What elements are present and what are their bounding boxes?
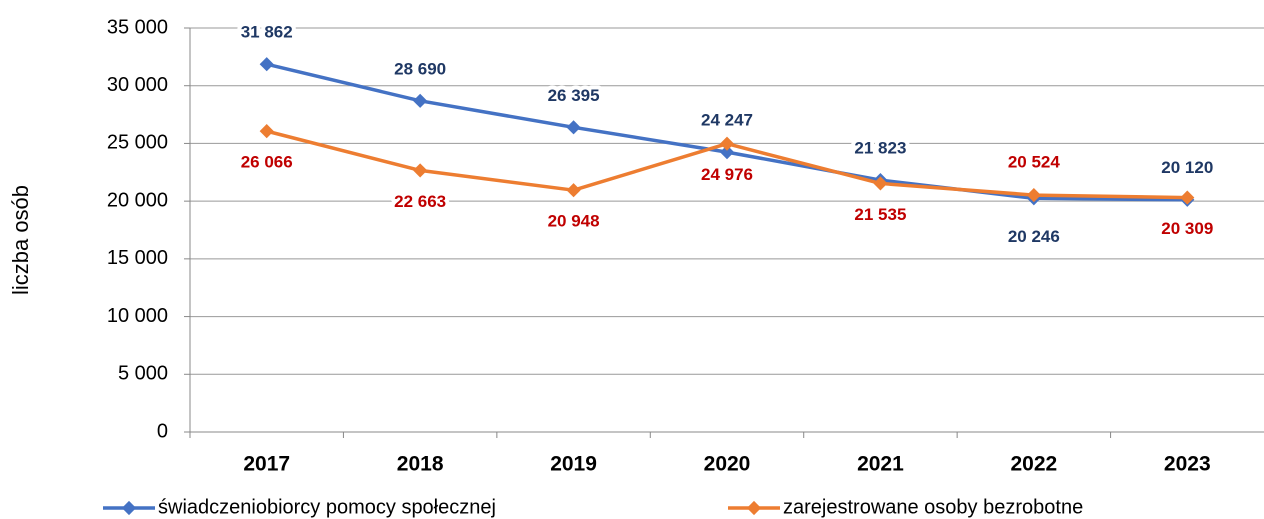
y-tick-label: 15 000	[107, 247, 168, 269]
y-tick-label: 25 000	[107, 132, 168, 154]
x-tick-label: 2023	[1164, 453, 1211, 476]
x-tick-label: 2022	[1010, 453, 1057, 476]
legend-label: świadczeniobiorcy pomocy społecznej	[158, 496, 496, 518]
data-label: 21 823	[854, 139, 906, 158]
y-tick-label: 5 000	[118, 363, 168, 385]
legend-marker	[121, 500, 137, 516]
marker	[1026, 188, 1041, 203]
x-tick-label: 2019	[550, 453, 597, 476]
x-tick-label: 2021	[857, 453, 904, 476]
data-label: 21 535	[854, 205, 906, 224]
data-label: 24 247	[701, 111, 753, 130]
data-label: 20 309	[1161, 219, 1213, 238]
marker	[413, 163, 428, 178]
x-tick-label: 2017	[243, 453, 290, 476]
data-label: 24 976	[701, 165, 753, 184]
data-label: 20 948	[548, 212, 600, 231]
data-label: 20 524	[1008, 153, 1061, 172]
marker	[566, 120, 581, 135]
y-axis-label: liczba osób	[8, 185, 33, 295]
legend-label: zarejestrowane osoby bezrobotne	[783, 496, 1083, 518]
y-tick-label: 35 000	[107, 16, 168, 38]
x-tick-label: 2018	[397, 453, 444, 476]
data-label: 20 120	[1161, 158, 1213, 177]
marker	[719, 145, 735, 160]
marker	[873, 176, 888, 191]
marker	[1180, 190, 1195, 205]
marker	[259, 57, 274, 72]
data-label: 20 246	[1008, 227, 1060, 246]
marker	[719, 136, 735, 151]
data-label: 28 690	[394, 59, 446, 78]
y-tick-label: 10 000	[107, 305, 168, 327]
marker	[413, 93, 428, 108]
marker	[259, 124, 274, 139]
y-tick-label: 0	[157, 420, 168, 442]
data-label: 26 395	[548, 86, 600, 105]
x-tick-label: 2020	[704, 453, 751, 476]
data-label: 26 066	[241, 153, 293, 172]
data-label: 31 862	[241, 23, 293, 42]
legend-marker	[746, 500, 762, 516]
y-tick-label: 20 000	[107, 189, 168, 211]
y-tick-label: 30 000	[107, 74, 168, 96]
marker	[566, 183, 581, 198]
data-label: 22 663	[394, 192, 446, 211]
